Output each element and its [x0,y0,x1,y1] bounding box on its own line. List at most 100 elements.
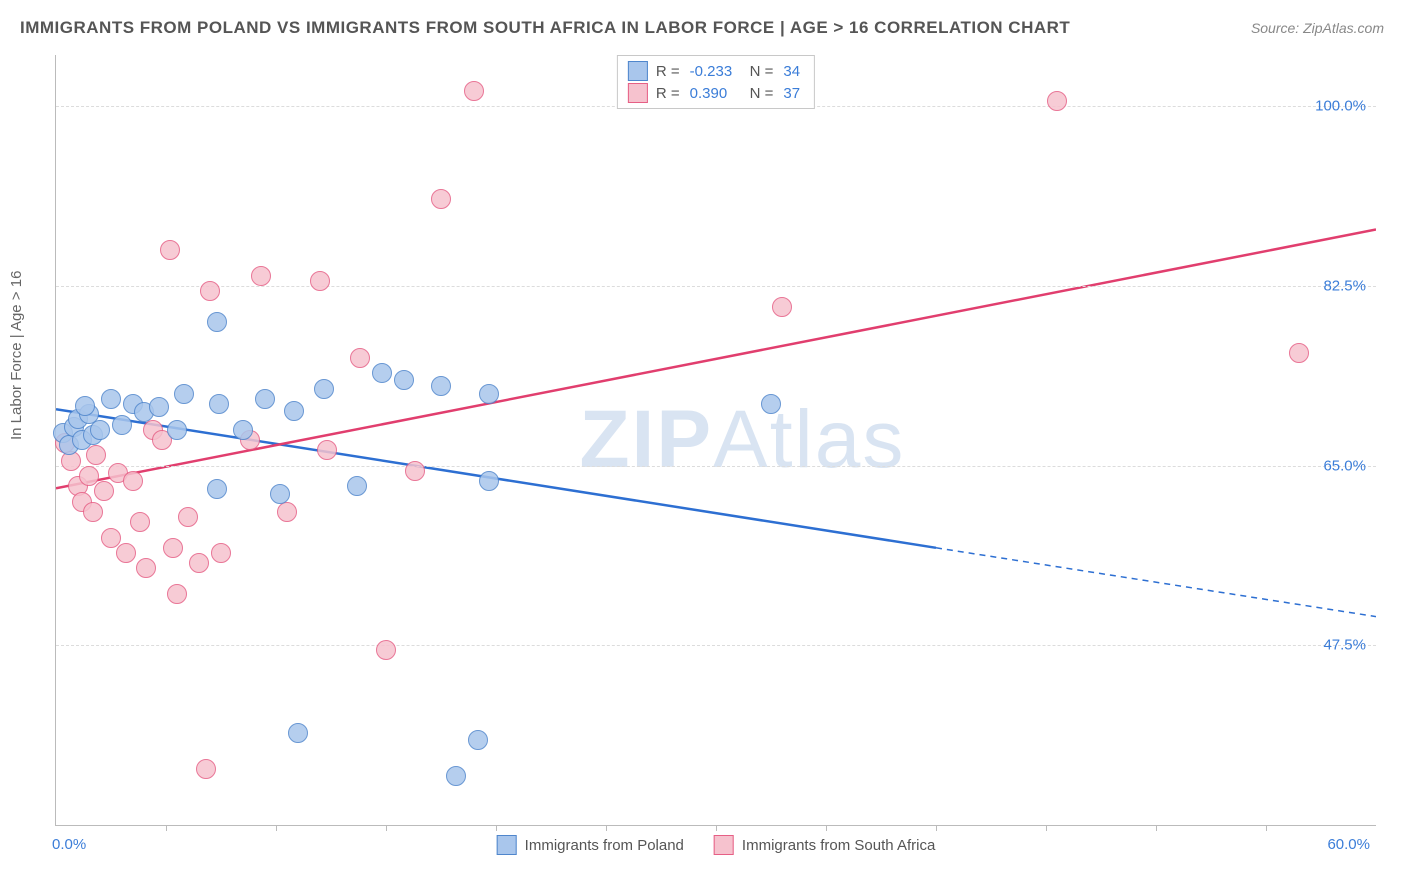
scatter-point [394,370,414,390]
scatter-point [468,730,488,750]
scatter-point [405,461,425,481]
scatter-point [1047,91,1067,111]
scatter-point [211,543,231,563]
scatter-point [277,502,297,522]
correlation-legend: R = -0.233 N = 34 R = 0.390 N = 37 [617,55,815,109]
scatter-point [270,484,290,504]
legend-n-value-poland: 34 [783,63,800,80]
x-tick-mark [1156,825,1157,831]
legend-swatch-south-africa-icon [714,835,734,855]
scatter-point [251,266,271,286]
x-tick-mark [386,825,387,831]
legend-r-label: R = [656,85,680,102]
legend-swatch-poland-icon [497,835,517,855]
scatter-point [136,558,156,578]
legend-r-value-poland: -0.233 [690,63,742,80]
legend-r-label: R = [656,63,680,80]
scatter-point [761,394,781,414]
scatter-point [233,420,253,440]
legend-item-south-africa: Immigrants from South Africa [714,835,935,855]
legend-swatch-poland [628,61,648,81]
scatter-point [90,420,110,440]
y-tick-label: 100.0% [1315,98,1366,115]
x-tick-mark [606,825,607,831]
scatter-point [167,420,187,440]
legend-label-poland: Immigrants from Poland [525,837,684,854]
scatter-point [347,476,367,496]
scatter-point [83,502,103,522]
x-tick-mark [496,825,497,831]
legend-n-label: N = [750,85,774,102]
gridline-horizontal [56,466,1376,467]
scatter-point [123,471,143,491]
scatter-point [174,384,194,404]
x-tick-mark [826,825,827,831]
scatter-point [255,389,275,409]
scatter-point [163,538,183,558]
scatter-point [101,389,121,409]
scatter-point [101,528,121,548]
watermark: ZIPAtlas [579,393,905,487]
scatter-point [116,543,136,563]
x-tick-mark [936,825,937,831]
scatter-point [196,759,216,779]
x-tick-mark [1046,825,1047,831]
scatter-point [376,640,396,660]
scatter-point [130,512,150,532]
chart-title: IMMIGRANTS FROM POLAND VS IMMIGRANTS FRO… [20,18,1070,38]
x-tick-mark [716,825,717,831]
gridline-horizontal [56,645,1376,646]
y-tick-label: 65.0% [1323,457,1366,474]
scatter-point [207,479,227,499]
legend-n-label: N = [750,63,774,80]
scatter-point [75,396,95,416]
scatter-point [94,481,114,501]
scatter-point [178,507,198,527]
watermark-bold: ZIP [579,394,713,485]
scatter-point [431,189,451,209]
scatter-point [464,81,484,101]
legend-label-south-africa: Immigrants from South Africa [742,837,935,854]
scatter-point [772,297,792,317]
scatter-point [189,553,209,573]
scatter-point [86,445,106,465]
scatter-point [207,312,227,332]
scatter-point [288,723,308,743]
gridline-horizontal [56,286,1376,287]
scatter-point [149,397,169,417]
scatter-point [200,281,220,301]
scatter-point [479,384,499,404]
x-tick-mark [166,825,167,831]
scatter-point [112,415,132,435]
x-axis-min-label: 0.0% [52,836,86,853]
scatter-point [317,440,337,460]
legend-swatch-south-africa [628,83,648,103]
watermark-light: Atlas [713,394,905,485]
x-tick-mark [1266,825,1267,831]
y-tick-label: 47.5% [1323,637,1366,654]
scatter-point [479,471,499,491]
scatter-point [350,348,370,368]
legend-n-value-south-africa: 37 [783,85,800,102]
scatter-point [167,584,187,604]
scatter-point [1289,343,1309,363]
scatter-point [446,766,466,786]
legend-row-south-africa: R = 0.390 N = 37 [628,82,800,104]
scatter-point [160,240,180,260]
source-attribution: Source: ZipAtlas.com [1251,20,1384,36]
scatter-point [79,466,99,486]
scatter-point [372,363,392,383]
legend-item-poland: Immigrants from Poland [497,835,684,855]
series-legend: Immigrants from Poland Immigrants from S… [497,835,936,855]
scatter-point [314,379,334,399]
y-tick-label: 82.5% [1323,278,1366,295]
plot-area: ZIPAtlas R = -0.233 N = 34 R = 0.390 N =… [55,55,1376,826]
scatter-point [310,271,330,291]
x-tick-mark [276,825,277,831]
scatter-point [209,394,229,414]
scatter-point [284,401,304,421]
y-axis-label: In Labor Force | Age > 16 [8,271,25,440]
x-axis-max-label: 60.0% [1327,836,1370,853]
legend-row-poland: R = -0.233 N = 34 [628,60,800,82]
legend-r-value-south-africa: 0.390 [690,85,742,102]
